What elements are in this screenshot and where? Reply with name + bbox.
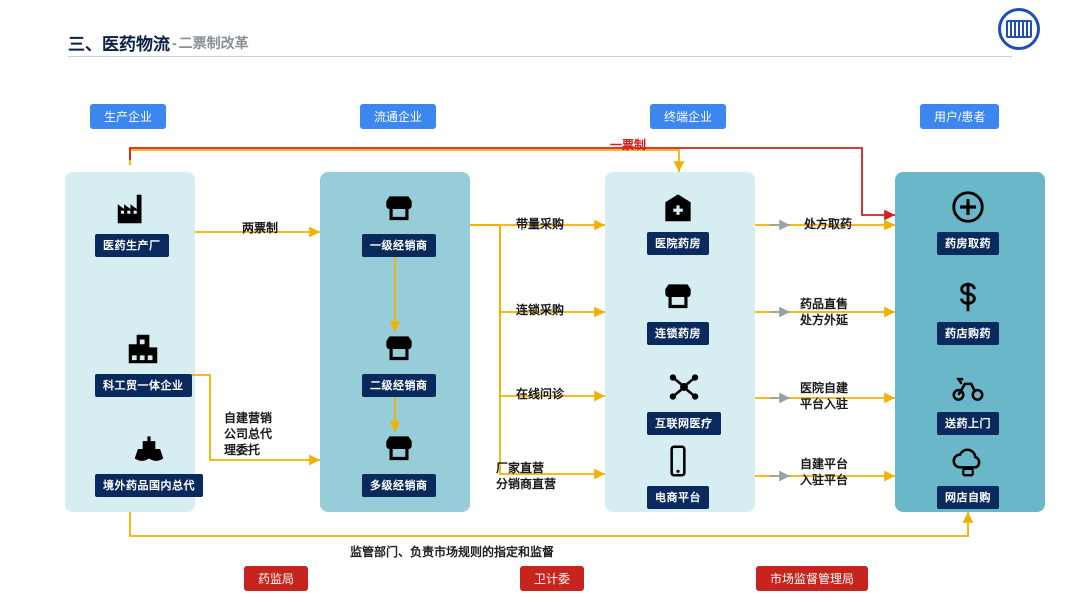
edge-label: 处方取药 [804, 216, 852, 232]
reg-pill: 药监局 [244, 566, 308, 591]
shop-icon [380, 330, 418, 368]
header-term: 终端企业 [650, 104, 726, 129]
node-n-d1: 一级经销商 [362, 190, 436, 257]
shop-icon [659, 278, 697, 316]
title-index: 三、 [68, 30, 102, 55]
node-n-dn: 多级经销商 [362, 430, 436, 497]
node-n-deliver: 送药上门 [937, 368, 999, 435]
title-sep: - [172, 35, 177, 51]
edge-label: 带量采购 [516, 216, 564, 232]
hospital-icon [659, 188, 697, 226]
node-n-factory: 医药生产厂 [95, 190, 169, 257]
node-n-online: 网店自购 [937, 442, 999, 509]
node-label: 科工贸一体企业 [95, 374, 192, 397]
node-label: 连锁药房 [647, 322, 709, 345]
node-label: 医药生产厂 [95, 234, 169, 257]
shop-icon [380, 430, 418, 468]
city-icon [124, 330, 162, 368]
edge-label: 一票制 [610, 137, 646, 153]
edge-label: 医院自建平台入驻 [800, 380, 848, 412]
node-n-ship: 境外药品国内总代 [95, 430, 203, 497]
cloud-icon [949, 442, 987, 480]
node-n-rx: 药房取药 [937, 188, 999, 255]
header-dist: 流通企业 [360, 104, 436, 129]
node-label: 药店购药 [937, 322, 999, 345]
edge-label: 药品直售处方外延 [800, 296, 848, 328]
node-label: 境外药品国内总代 [95, 474, 203, 497]
edge-label: 自建营销公司总代理委托 [224, 410, 272, 459]
node-n-hosp: 医院药房 [647, 188, 709, 255]
title-sub: 二票制改革 [179, 33, 249, 53]
bike-icon [949, 368, 987, 406]
plus-icon [949, 188, 987, 226]
shop-icon [380, 190, 418, 228]
node-n-ecom: 电商平台 [647, 442, 709, 509]
edge-label: 两票制 [242, 220, 278, 236]
node-label: 一级经销商 [362, 234, 436, 257]
title-main: 医药物流 [102, 30, 170, 55]
dollar-icon [949, 278, 987, 316]
node-n-sci: 科工贸一体企业 [95, 330, 192, 397]
phone-icon [659, 442, 697, 480]
node-n-chain: 连锁药房 [647, 278, 709, 345]
node-label: 药房取药 [937, 232, 999, 255]
node-label: 二级经销商 [362, 374, 436, 397]
factory-icon [113, 190, 151, 228]
regulation-caption: 监管部门、负责市场规则的指定和监督 [350, 543, 554, 560]
ship-icon [130, 430, 168, 468]
brand-logo [998, 8, 1040, 50]
edge-label: 连锁采购 [516, 302, 564, 318]
node-label: 送药上门 [937, 412, 999, 435]
reg-pill: 市场监督管理局 [756, 566, 868, 591]
node-n-d2: 二级经销商 [362, 330, 436, 397]
node-n-net: 互联网医疗 [647, 368, 721, 435]
page-title: 三、 医药物流 - 二票制改革 [68, 30, 249, 55]
node-label: 互联网医疗 [647, 412, 721, 435]
node-n-buy: 药店购药 [937, 278, 999, 345]
node-label: 医院药房 [647, 232, 709, 255]
edge-label: 厂家直营分销商直营 [496, 460, 556, 492]
edge-label: 自建平台入驻平台 [800, 456, 848, 488]
edge-label: 在线问诊 [516, 386, 564, 402]
node-label: 网店自购 [937, 486, 999, 509]
node-label: 电商平台 [647, 486, 709, 509]
header-user: 用户/患者 [920, 104, 999, 129]
graph-icon [665, 368, 703, 406]
node-label: 多级经销商 [362, 474, 436, 497]
reg-pill: 卫计委 [520, 566, 584, 591]
title-divider [68, 56, 1012, 57]
header-prod: 生产企业 [90, 104, 166, 129]
